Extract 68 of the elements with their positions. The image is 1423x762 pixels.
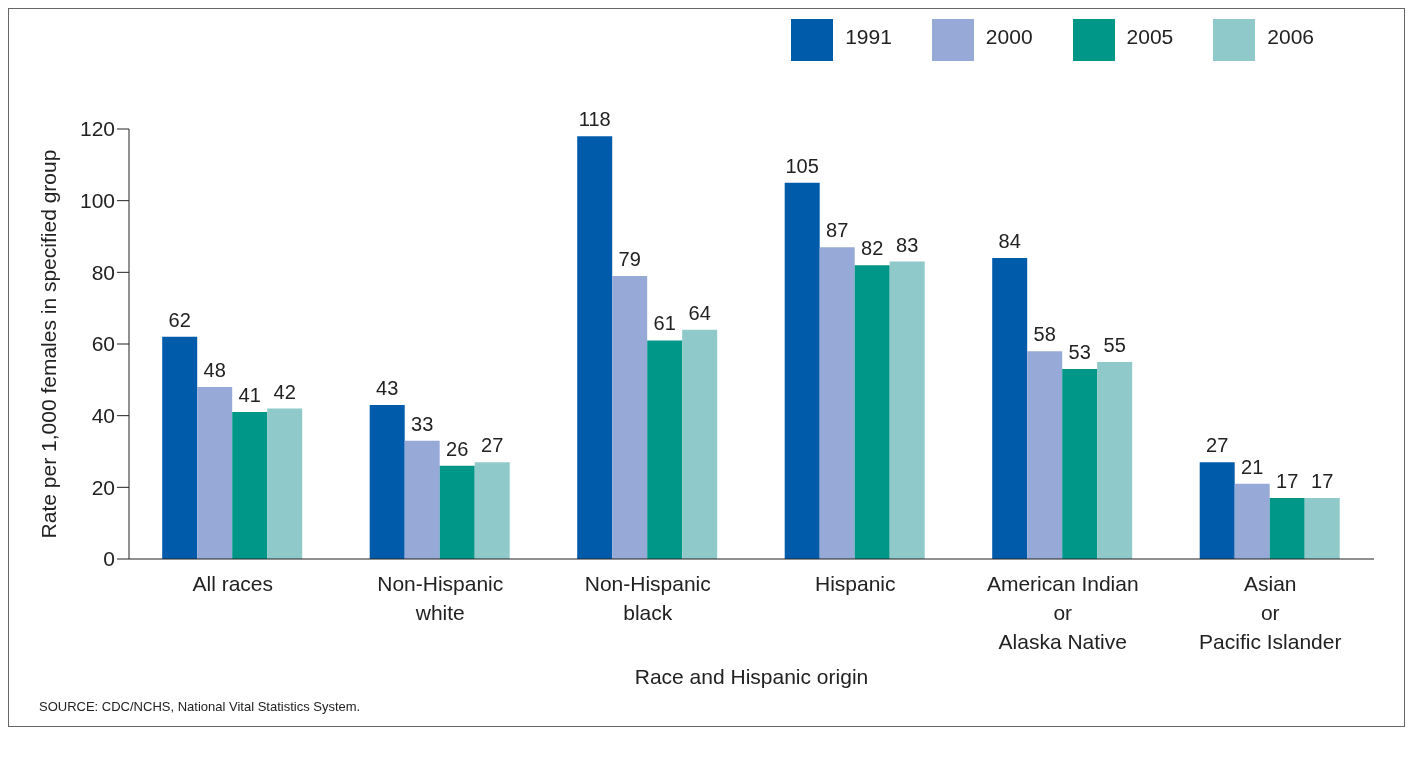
bar — [197, 387, 233, 559]
data-label: 83 — [896, 233, 919, 256]
bar — [369, 404, 405, 559]
data-label: 84 — [998, 230, 1021, 252]
bar — [577, 136, 613, 559]
y-tick-label: 60 — [91, 332, 115, 356]
bar — [1027, 351, 1063, 559]
y-tick-label: 120 — [79, 117, 115, 141]
data-label: 87 — [826, 219, 849, 242]
data-label: 61 — [653, 312, 676, 335]
bar — [1269, 498, 1305, 559]
data-label: 27 — [481, 434, 504, 457]
bar — [1097, 361, 1133, 559]
y-axis-title: Rate per 1,000 females in specified group — [37, 149, 61, 539]
x-tick-label: Asian or Pacific Islander — [1199, 572, 1342, 653]
x-axis-title: Race and Hispanic origin — [634, 665, 869, 688]
x-tick-label: Non-Hispanic white — [377, 572, 504, 624]
bar — [992, 258, 1028, 559]
legend-label: 1991 — [845, 25, 892, 49]
bar — [854, 265, 890, 559]
y-tick-label: 0 — [103, 547, 115, 571]
bar — [819, 247, 855, 559]
bar — [1062, 369, 1098, 559]
x-tick-label: Hispanic — [814, 572, 896, 595]
legend-label: 2000 — [985, 25, 1033, 49]
data-label: 17 — [1276, 470, 1299, 493]
bar — [474, 462, 510, 559]
x-tick-label: All races — [192, 572, 274, 595]
bar — [162, 336, 198, 559]
data-label: 42 — [273, 380, 296, 403]
bar — [647, 340, 683, 559]
data-label: 53 — [1068, 341, 1091, 364]
y-tick-label: 40 — [91, 404, 115, 428]
data-label: 79 — [618, 247, 641, 270]
bar — [784, 182, 820, 559]
y-tick-label: 100 — [79, 189, 115, 213]
bar — [232, 412, 268, 559]
data-label: 41 — [238, 384, 261, 407]
legend-label: 2006 — [1267, 25, 1314, 49]
data-label: 21 — [1241, 455, 1264, 478]
bar — [404, 440, 440, 559]
data-label: 33 — [411, 412, 434, 435]
y-tick-label: 80 — [91, 260, 115, 284]
bar — [1234, 483, 1270, 559]
data-label: 48 — [203, 359, 226, 381]
data-label: 62 — [168, 308, 191, 331]
x-tick-label: Non-Hispanic black — [584, 572, 711, 624]
legend-label: 2005 — [1126, 25, 1174, 49]
source-note: SOURCE: CDC/NCHS, National Vital Statistics System. — [38, 699, 362, 716]
data-label: 118 — [578, 108, 611, 131]
bar — [1199, 462, 1235, 559]
bar — [682, 329, 718, 559]
data-label: 43 — [376, 376, 399, 399]
bar — [267, 408, 303, 559]
bar — [1304, 498, 1340, 559]
data-label: 55 — [1103, 333, 1126, 356]
bar — [612, 275, 648, 559]
data-label: 82 — [861, 237, 884, 260]
y-tick-label: 20 — [91, 475, 115, 499]
x-tick-label: American Indian or Alaska Native — [986, 572, 1139, 653]
data-label: 26 — [446, 437, 469, 460]
data-label: 17 — [1311, 470, 1334, 493]
data-label: 64 — [688, 301, 711, 324]
bar — [439, 465, 475, 559]
data-label: 27 — [1206, 434, 1229, 457]
data-label: 58 — [1033, 323, 1056, 346]
data-label: 105 — [785, 154, 819, 177]
bar — [889, 261, 925, 559]
